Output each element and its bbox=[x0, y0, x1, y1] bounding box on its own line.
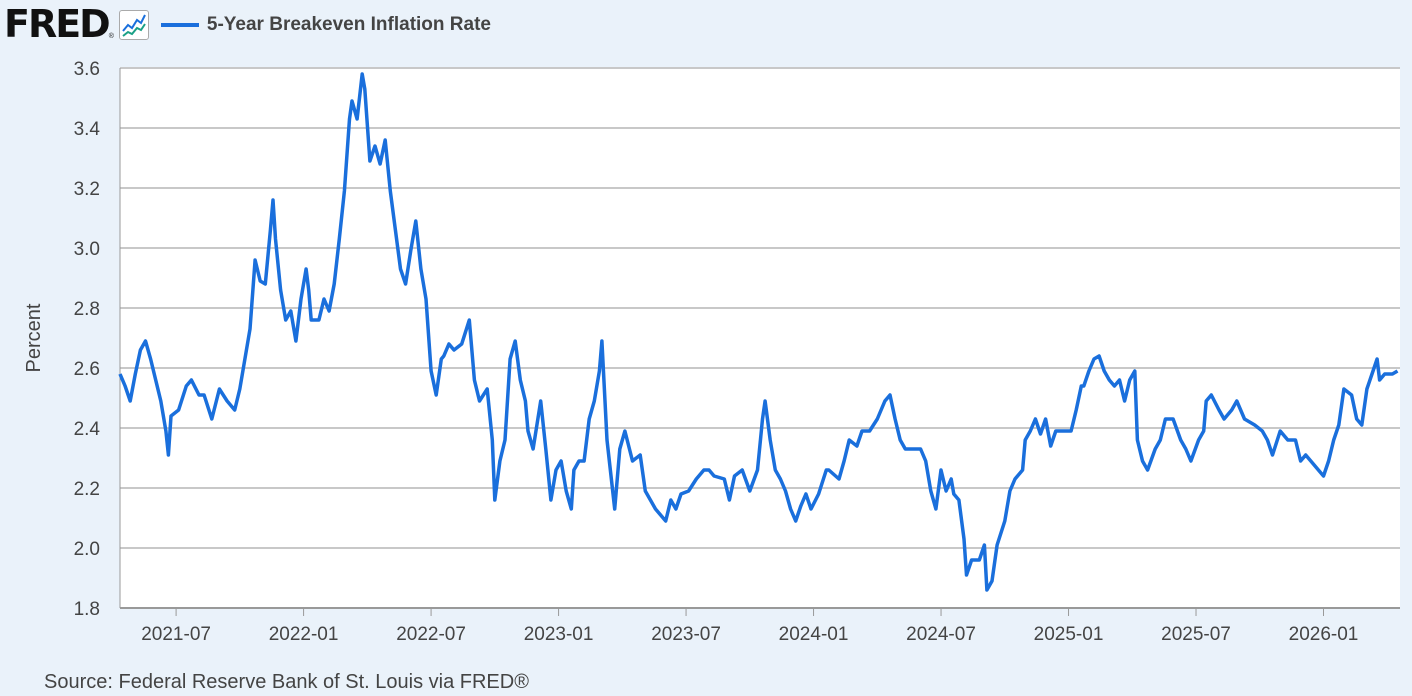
series-line[interactable] bbox=[118, 72, 1399, 592]
fred-logo[interactable]: FRED bbox=[4, 2, 111, 46]
x-tick-label: 2025-07 bbox=[1161, 624, 1231, 645]
y-tick-label: 2.6 bbox=[74, 359, 100, 380]
source-note: Source: Federal Reserve Bank of St. Loui… bbox=[44, 671, 529, 693]
x-tick-label: 2023-07 bbox=[651, 624, 721, 645]
y-tick-label: 1.8 bbox=[74, 599, 100, 620]
y-axis-label: Percent bbox=[23, 303, 45, 372]
x-tick-label: 2026-01 bbox=[1289, 624, 1359, 645]
y-axis-ticks: 1.8 2.0 2.2 2.4 2.6 2.8 3.0 3.2 3.4 3.6 bbox=[74, 59, 101, 620]
gridlines bbox=[120, 67, 1400, 609]
x-tick-label: 2022-07 bbox=[396, 624, 466, 645]
y-tick-label: 2.4 bbox=[74, 419, 101, 440]
y-tick-label: 2.2 bbox=[74, 479, 100, 500]
x-tick-label: 2023-01 bbox=[524, 624, 594, 645]
y-tick-label: 3.4 bbox=[74, 119, 101, 140]
x-tick-label: 2025-01 bbox=[1034, 624, 1104, 645]
y-tick-label: 3.2 bbox=[74, 179, 100, 200]
x-tick-label: 2024-01 bbox=[779, 624, 849, 645]
line-chart-icon[interactable] bbox=[118, 10, 149, 40]
registered-mark: ® bbox=[108, 33, 114, 40]
y-tick-label: 3.0 bbox=[74, 239, 100, 260]
plot-area bbox=[120, 68, 1400, 608]
x-tick-label: 2022-01 bbox=[269, 624, 339, 645]
y-tick-label: 2.8 bbox=[74, 299, 100, 320]
x-tick-label: 2021-07 bbox=[141, 624, 211, 645]
series-title[interactable]: 5-Year Breakeven Inflation Rate bbox=[206, 14, 491, 35]
x-tick-label: 2024-07 bbox=[906, 624, 976, 645]
chart-header: FRED ® 5-Year Breakeven Inflation Rate bbox=[0, 0, 491, 50]
x-axis-ticks: 2021-07 2022-01 2022-07 2023-01 2023-07 2024-… bbox=[141, 608, 1358, 645]
y-tick-label: 3.6 bbox=[74, 59, 100, 80]
legend-line-swatch bbox=[160, 23, 199, 27]
y-tick-label: 2.0 bbox=[74, 539, 100, 560]
